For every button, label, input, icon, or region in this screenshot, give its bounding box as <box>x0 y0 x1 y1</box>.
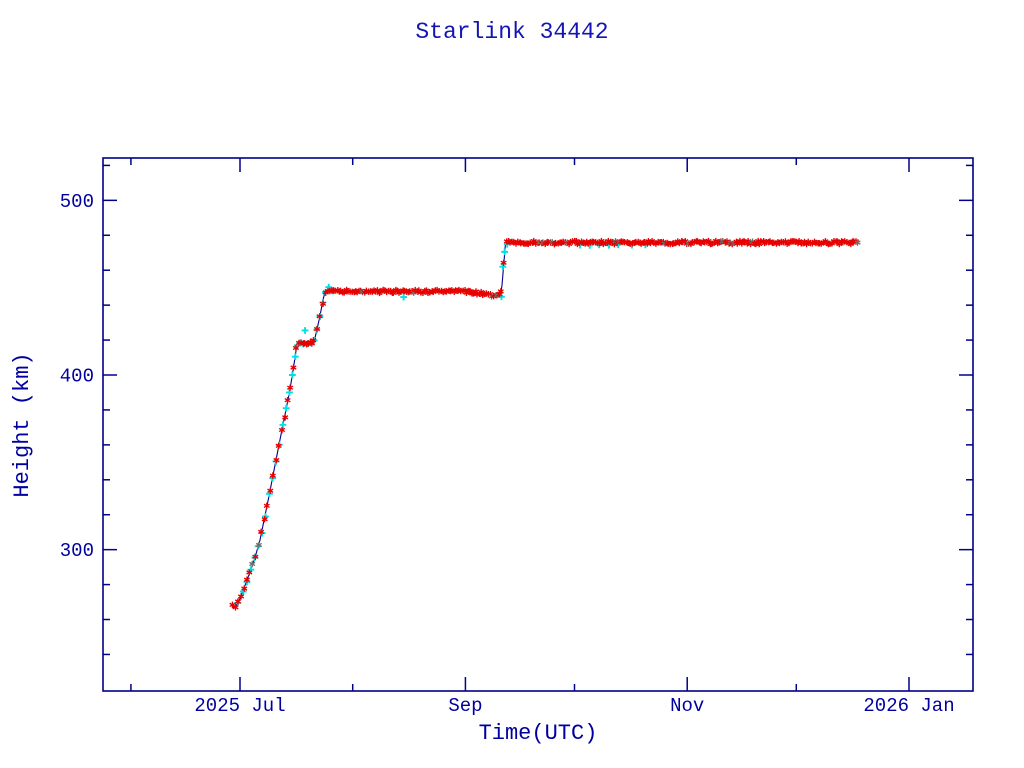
data-marker-red <box>316 313 323 320</box>
data-marker-red <box>290 364 297 371</box>
data-marker-red <box>252 553 259 560</box>
x-tick-label: Sep <box>448 695 482 717</box>
data-marker-red <box>255 541 262 549</box>
data-marker-red <box>292 344 300 352</box>
data-marker-red <box>257 528 265 536</box>
data-marker-red <box>241 585 248 592</box>
data-marker-cyan <box>288 371 296 379</box>
data-marker-cyan <box>279 421 287 429</box>
data-marker-red <box>500 259 507 266</box>
plot-frame <box>102 157 974 692</box>
data-marker-cyan <box>400 293 408 301</box>
data-marker-red <box>286 384 294 391</box>
y-tick-label: 300 <box>60 540 94 562</box>
data-marker-red <box>319 300 327 307</box>
y-tick-label: 500 <box>60 191 94 213</box>
data-marker-red <box>261 516 268 523</box>
data-marker-red <box>282 414 289 421</box>
data-marker-red <box>249 560 256 568</box>
x-axis-title: Time(UTC) <box>479 721 598 746</box>
data-marker-cyan <box>291 353 299 361</box>
y-tick-label: 400 <box>60 366 94 388</box>
x-tick-label: 2025 Jul <box>194 695 285 717</box>
plot-frame-border <box>102 157 974 692</box>
data-series <box>229 237 861 611</box>
axis-ticks <box>103 158 973 691</box>
data-marker-red <box>854 239 861 246</box>
data-marker-red <box>313 325 321 333</box>
y-axis-title: Height (km) <box>10 352 35 497</box>
x-tick-label: Nov <box>670 695 704 717</box>
data-marker-cyan <box>325 283 333 291</box>
data-marker-red <box>234 598 242 605</box>
data-marker-red <box>275 442 282 450</box>
data-marker-red <box>246 569 253 576</box>
data-marker-red <box>273 456 280 464</box>
data-marker-red <box>278 426 286 434</box>
data-marker-cyan <box>282 404 290 412</box>
data-marker-cyan <box>499 263 507 271</box>
data-marker-cyan <box>301 327 309 334</box>
data-marker-red <box>497 288 504 295</box>
data-marker-red <box>263 502 270 510</box>
x-tick-label: 2026 Jan <box>863 695 954 717</box>
data-marker-red <box>243 576 251 583</box>
data-marker-red <box>237 593 245 600</box>
data-marker-cyan <box>501 248 509 256</box>
axis-tick-labels: 2025 Jul Sep Nov 2026 Jan 300 400 500 <box>60 191 955 717</box>
data-marker-red <box>284 396 291 404</box>
data-marker-red <box>267 487 274 494</box>
data-marker-red <box>232 604 239 611</box>
data-marker-red <box>269 472 276 479</box>
height-trend-line <box>231 242 859 609</box>
data-marker-red <box>310 337 317 344</box>
chart-title: Starlink 34442 <box>415 19 608 45</box>
